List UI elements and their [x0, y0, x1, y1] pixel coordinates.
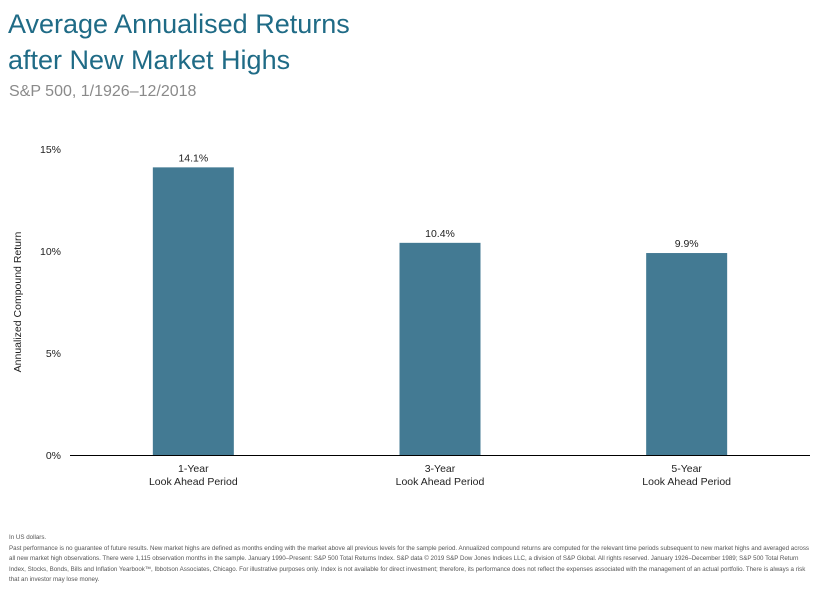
x-tick-label: Look Ahead Period: [149, 476, 238, 488]
title-line-1: Average Annualised Returns: [8, 9, 350, 39]
bar-chart: 0% 5% 10% 15% Annualized Compound Return 14.1…: [12, 144, 810, 488]
x-tick-label: Look Ahead Period: [642, 476, 731, 488]
data-label: 14.1%: [178, 152, 208, 164]
page-title: Average Annualised Returns after New Mar…: [8, 6, 350, 78]
title-line-2: after New Market Highs: [8, 45, 291, 75]
x-tick-label: 5-Year: [671, 463, 702, 475]
bar: [399, 242, 481, 455]
y-tick-label: 5%: [46, 348, 61, 360]
x-tick-label: 3-Year: [425, 463, 456, 475]
footnote-currency: In US dollars.: [9, 534, 47, 541]
footnote-disclaimer: Past performance is no guarantee of futu…: [9, 544, 810, 584]
footnote: In US dollars. Past performance is no gu…: [9, 533, 809, 586]
y-tick-label: 0%: [46, 450, 61, 462]
x-tick-label: Look Ahead Period: [396, 476, 485, 488]
x-tick-label: 1-Year: [178, 463, 209, 475]
y-tick-label: 15%: [40, 144, 61, 156]
data-label: 9.9%: [675, 238, 699, 250]
y-tick-label: 10%: [40, 246, 61, 258]
bar: [152, 167, 234, 456]
bar: [646, 253, 728, 455]
y-axis-label: Annualized Compound Return: [12, 232, 24, 373]
page-subtitle: S&P 500, 1/1926–12/2018: [9, 83, 197, 100]
data-label: 10.4%: [425, 228, 455, 240]
